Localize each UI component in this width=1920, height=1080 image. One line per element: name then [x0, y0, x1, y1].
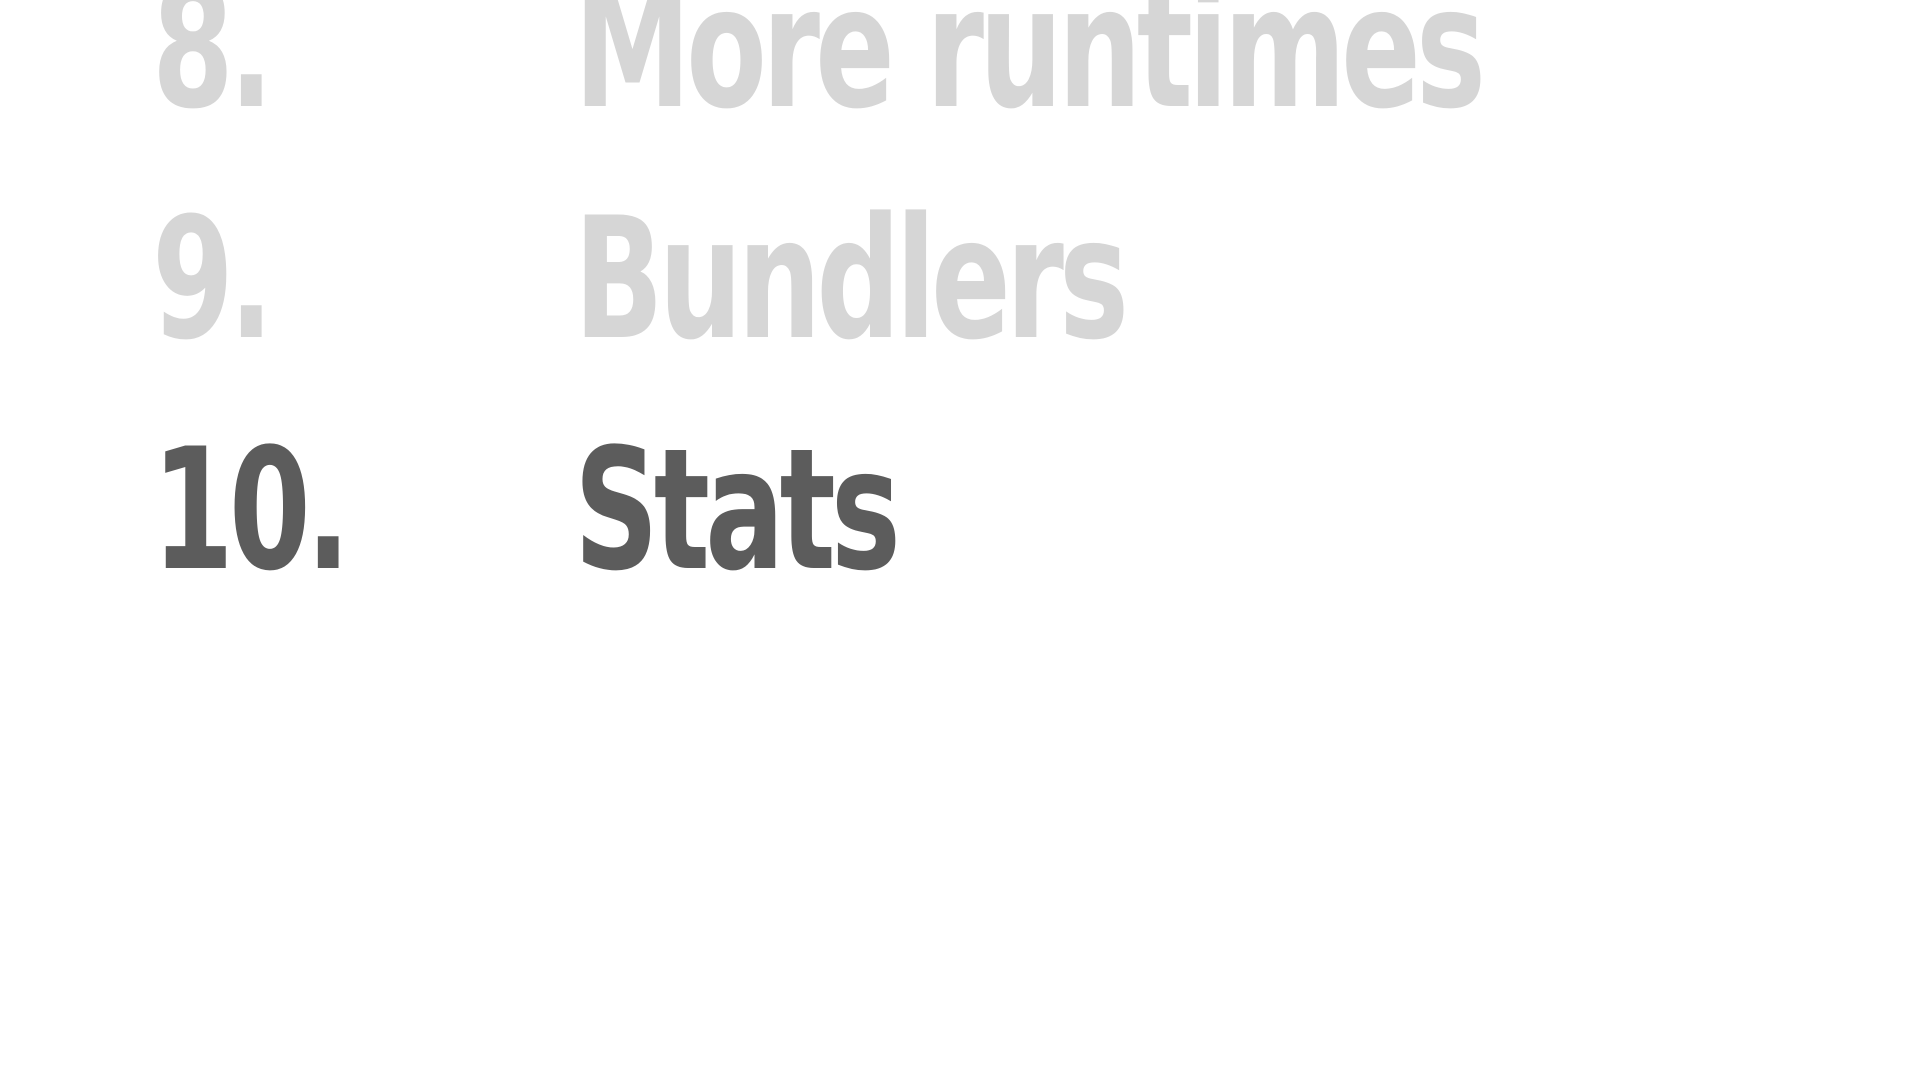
agenda-item-title: More runtimes [574, 0, 1486, 146]
agenda-item-number: 8. [152, 0, 274, 146]
agenda-item-number: 10. [152, 412, 351, 608]
agenda-item-title: Stats [574, 412, 901, 608]
agenda-item-bundlers: 9. Bundlers [0, 189, 1920, 369]
agenda-item-stats: 10. Stats [0, 420, 1920, 600]
agenda-item-number: 9. [152, 181, 274, 377]
agenda-item-title: Bundlers [574, 181, 1129, 377]
agenda-item-more-runtimes: 8. More runtimes [0, 0, 1920, 138]
